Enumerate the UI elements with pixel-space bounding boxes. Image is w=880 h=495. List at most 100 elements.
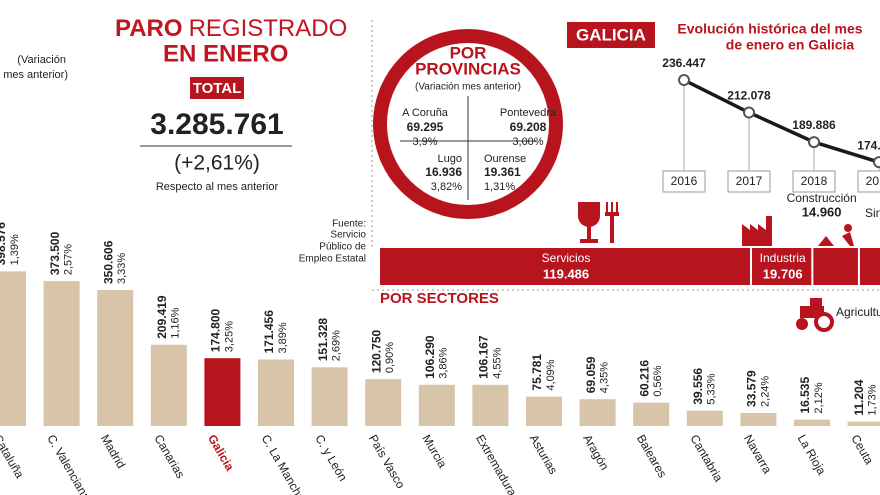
value-label: 69.059 xyxy=(584,356,598,393)
x-tick-label: Asturias xyxy=(527,432,561,477)
bar xyxy=(794,419,830,426)
bar xyxy=(472,384,509,426)
x-tick-label: Galicia xyxy=(205,432,237,473)
provinces-title: PROVINCIAS xyxy=(415,59,521,78)
province-name: Ourense xyxy=(484,153,526,165)
x-tick-label: Extremadura xyxy=(473,432,520,495)
change-label: 4,35% xyxy=(599,362,611,393)
value-label: 33.579 xyxy=(745,370,759,407)
galicia-badge xyxy=(567,22,655,48)
legend: (Variación xyxy=(17,54,66,66)
value-label: 151.328 xyxy=(316,318,330,362)
province-value: 19.361 xyxy=(484,165,521,179)
bar xyxy=(43,281,80,426)
change-label: 0,90% xyxy=(384,342,396,373)
sector-name: Sin empleo anterior xyxy=(865,206,880,220)
sector-value: 119.486 xyxy=(543,266,589,281)
province-value: 69.208 xyxy=(510,120,547,134)
change-label: 1,73% xyxy=(867,384,879,415)
year-box xyxy=(857,170,880,193)
change-label: 3,89% xyxy=(277,322,289,353)
change-label: 1,39% xyxy=(9,234,21,265)
value-label: 11.204 xyxy=(852,379,866,415)
year-box xyxy=(662,170,706,193)
x-tick-label: País Vasco xyxy=(366,432,408,491)
title: EN ENERO xyxy=(163,40,288,67)
bar xyxy=(418,384,455,426)
sector-bar xyxy=(859,248,880,285)
total-change: (+2,61%) xyxy=(174,152,260,175)
value-label: 209.419 xyxy=(155,295,169,339)
x-tick-label: 2017 xyxy=(736,174,763,188)
change-label: 3,33% xyxy=(116,253,128,284)
change-label: 3,86% xyxy=(438,347,450,378)
year-box xyxy=(727,170,771,193)
province-value: 16.936 xyxy=(425,165,462,179)
change-label: 2,12% xyxy=(813,382,825,413)
value-label: 120.750 xyxy=(369,329,383,373)
x-tick-label: Murcia xyxy=(419,432,449,470)
value-label: 174.800 xyxy=(857,138,880,152)
chart-title: POR SECTORES xyxy=(380,290,499,307)
change-label: 3,25% xyxy=(223,321,235,352)
bar xyxy=(686,410,723,426)
x-tick-label: 2018 xyxy=(801,174,828,188)
value-label: 174.800 xyxy=(209,308,223,352)
bar xyxy=(633,402,670,426)
total-badge xyxy=(190,77,244,99)
value-label: 106.290 xyxy=(423,335,437,379)
point xyxy=(808,136,820,149)
province-value: 69.295 xyxy=(407,120,444,134)
value-label: 106.167 xyxy=(477,335,491,379)
bar xyxy=(311,367,348,426)
x-tick-label: Baleares xyxy=(634,432,670,480)
source: Servicio xyxy=(330,230,366,241)
bar xyxy=(204,358,241,426)
x-tick-label: Cataluña xyxy=(0,432,27,481)
change-label: 4,09% xyxy=(545,359,557,390)
change-label: 0,56% xyxy=(652,365,664,396)
year-box xyxy=(792,170,836,193)
value-label: 236.447 xyxy=(662,56,706,70)
x-tick-label: 2016 xyxy=(671,174,698,188)
x-tick-label: C. La Mancha xyxy=(259,432,309,495)
source: Empleo Estatal xyxy=(299,254,366,265)
value-label: 212.078 xyxy=(727,89,771,103)
bar xyxy=(150,344,187,426)
sector-bar xyxy=(813,248,858,285)
change-note: Respecto al mes anterior xyxy=(156,181,279,193)
value-label: 189.886 xyxy=(792,118,836,132)
bar xyxy=(0,271,26,426)
value-label: 350.606 xyxy=(101,240,115,284)
value-label: 16.535 xyxy=(798,377,812,414)
value-label: 39.556 xyxy=(691,368,705,405)
source: Fuente: xyxy=(332,219,366,230)
x-tick-label: 2019 xyxy=(866,174,880,188)
x-tick-label: Madrid xyxy=(98,432,128,471)
point xyxy=(743,106,755,119)
bar xyxy=(579,399,616,426)
construction-icon xyxy=(818,224,854,246)
provinces-title: POR xyxy=(450,43,487,62)
value-label: 171.456 xyxy=(262,310,276,354)
province-change: 3,00% xyxy=(512,136,543,148)
legend: respecto al mes anterior) xyxy=(0,69,68,81)
value-label: 75.781 xyxy=(530,354,544,391)
change-label: 2,57% xyxy=(63,244,75,275)
x-tick-label: Navarra xyxy=(741,432,775,476)
bar xyxy=(97,290,134,426)
bar xyxy=(526,396,562,426)
bar xyxy=(365,379,402,426)
value-label: 373.500 xyxy=(48,231,62,275)
total: 3.285.761 xyxy=(150,108,283,141)
bar xyxy=(847,421,880,426)
sector-name: Construcción xyxy=(787,191,857,205)
point xyxy=(873,156,880,169)
x-tick-label: Aragón xyxy=(580,432,611,473)
provinces-subtitle: (Variación mes anterior) xyxy=(415,82,521,93)
services-icon xyxy=(578,202,619,243)
chart-subtitle: de enero en Galicia xyxy=(726,37,855,53)
x-tick-label: Cantabria xyxy=(687,432,725,484)
change-label: 5,33% xyxy=(706,373,718,404)
